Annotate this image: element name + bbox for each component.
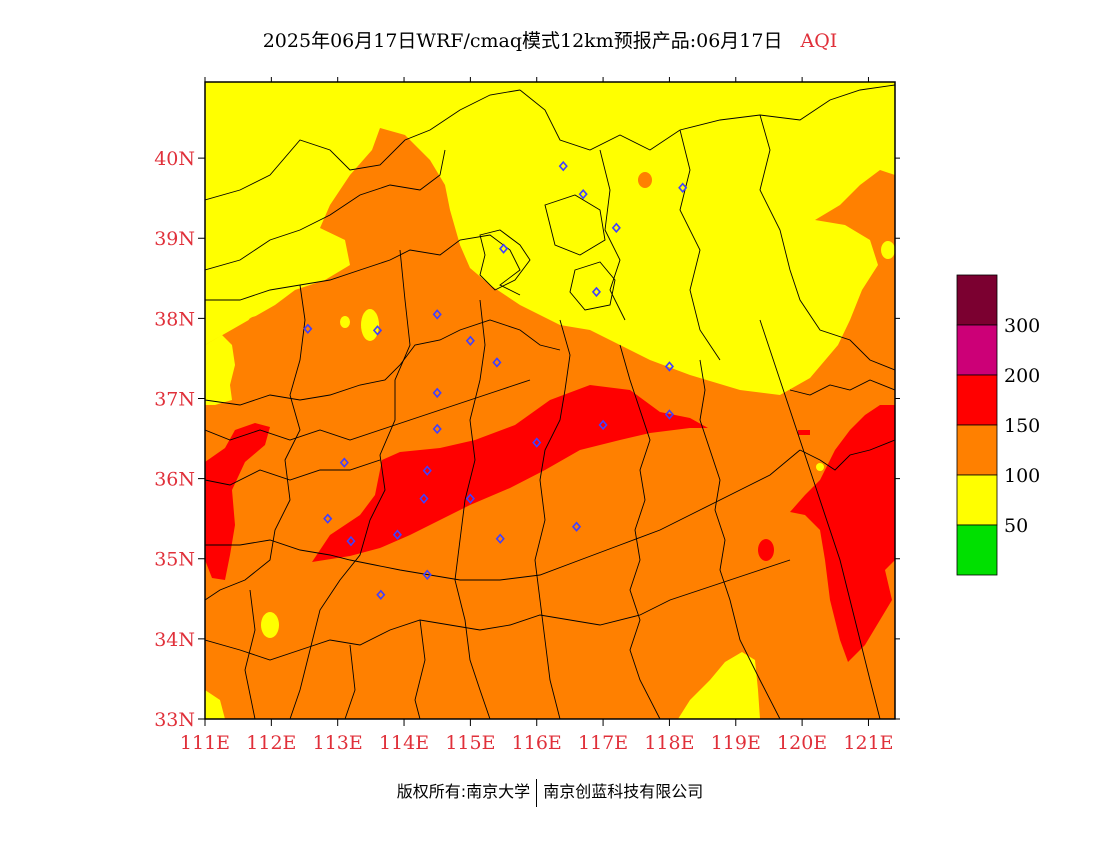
- city-marker: [492, 357, 502, 368]
- city-marker: [432, 309, 442, 320]
- y-tick-label: 37N: [154, 388, 195, 410]
- city-markers: [303, 160, 688, 601]
- aqi-100-150-patch: [638, 172, 652, 188]
- city-marker: [664, 361, 674, 372]
- legend-label: 300: [1004, 315, 1040, 337]
- city-marker: [591, 286, 602, 298]
- city-marker: [419, 493, 429, 504]
- city-marker: [578, 188, 588, 200]
- footer-separator: [536, 778, 538, 807]
- city-marker: [303, 323, 313, 335]
- x-tick-label: 112E: [246, 732, 296, 754]
- y-tick-label: 33N: [154, 709, 195, 731]
- city-marker: [498, 243, 509, 254]
- city-marker: [598, 419, 608, 431]
- legend-swatch: [956, 524, 998, 576]
- city-marker: [432, 387, 442, 399]
- city-marker: [323, 513, 333, 524]
- x-tick-label: 121E: [843, 732, 893, 754]
- city-marker: [611, 222, 621, 234]
- aqi-150-200-region-west: [205, 423, 270, 580]
- x-tick-label: 113E: [313, 732, 363, 754]
- footer-copyright: 版权所有:南京大学: [396, 782, 531, 801]
- aqi-50-100-patch: [261, 612, 279, 638]
- x-tick-label: 116E: [512, 732, 562, 754]
- legend-label: 100: [1004, 465, 1040, 487]
- legend-swatch: [956, 474, 998, 526]
- map-frame: [204, 81, 896, 720]
- x-tick-label: 119E: [711, 732, 761, 754]
- aqi-150-200-band: [312, 385, 708, 562]
- y-tick-label: 35N: [154, 549, 195, 571]
- y-tick-label: 39N: [154, 228, 195, 250]
- city-marker: [571, 521, 582, 532]
- x-tick-label: 117E: [578, 732, 628, 754]
- city-marker: [422, 465, 432, 476]
- map-title: 2025年06月17日WRF/cmaq模式12km预报产品:06月17日 AQI: [0, 26, 1100, 53]
- aqi-50-100-patch: [816, 463, 824, 471]
- city-marker: [376, 589, 386, 601]
- aqi-100-150-patch: [248, 316, 268, 328]
- legend-label: 200: [1004, 365, 1040, 387]
- x-tick-label: 118E: [644, 732, 694, 754]
- y-tick-label: 34N: [154, 629, 195, 651]
- city-marker: [346, 535, 356, 547]
- x-tick-label: 120E: [777, 732, 827, 754]
- legend-swatch: [956, 324, 998, 376]
- aqi-fill-layer: [205, 82, 895, 719]
- admin-boundaries: [205, 84, 895, 719]
- footer-company: 南京创蓝科技有限公司: [543, 782, 704, 801]
- aqi-150-200-patch: [758, 539, 774, 561]
- city-marker: [392, 529, 402, 540]
- legend-swatch: [956, 424, 998, 476]
- y-tick-label: 36N: [154, 469, 195, 491]
- aqi-50-100-region-west: [205, 335, 235, 405]
- aqi-50-100-patch: [361, 309, 379, 341]
- city-marker: [372, 325, 383, 336]
- city-marker: [664, 409, 674, 420]
- city-marker: [432, 423, 442, 435]
- y-tick-label: 40N: [154, 148, 195, 170]
- aqi-150-200-region-east: [790, 405, 895, 662]
- city-marker: [495, 533, 505, 544]
- legend-label: 50: [1004, 515, 1028, 537]
- city-marker: [465, 335, 475, 347]
- aqi-50-100-region-south: [678, 652, 760, 719]
- aqi-150-200-patch: [798, 430, 810, 435]
- legend-swatch: [956, 274, 998, 326]
- legend-swatch: [956, 374, 998, 426]
- city-marker: [339, 457, 349, 468]
- copyright-footer: 版权所有:南京大学 南京创蓝科技有限公司: [0, 778, 1100, 807]
- x-tick-label: 114E: [379, 732, 429, 754]
- city-marker: [678, 182, 688, 193]
- y-tick-label: 38N: [154, 308, 195, 330]
- title-variable: AQI: [800, 30, 838, 52]
- city-marker: [532, 437, 542, 448]
- city-marker: [465, 493, 475, 504]
- x-tick-label: 115E: [445, 732, 495, 754]
- color-legend: 300 200 150 100 50: [956, 274, 1040, 576]
- title-main: 2025年06月17日WRF/cmaq模式12km预报产品:06月17日: [262, 30, 783, 52]
- aqi-50-100-region-southwest: [205, 690, 225, 719]
- aqi-50-100-patch: [340, 316, 350, 328]
- aqi-50-100-patch: [881, 241, 895, 259]
- legend-label: 150: [1004, 415, 1040, 437]
- city-marker: [558, 160, 568, 172]
- x-tick-label: 111E: [180, 732, 230, 754]
- city-marker: [422, 569, 432, 580]
- axis-ticks: 111E 112E 113E 114E 115E 116E 117E 118E 119E 120E…: [154, 77, 900, 754]
- aqi-50-100-region-north: [205, 82, 895, 395]
